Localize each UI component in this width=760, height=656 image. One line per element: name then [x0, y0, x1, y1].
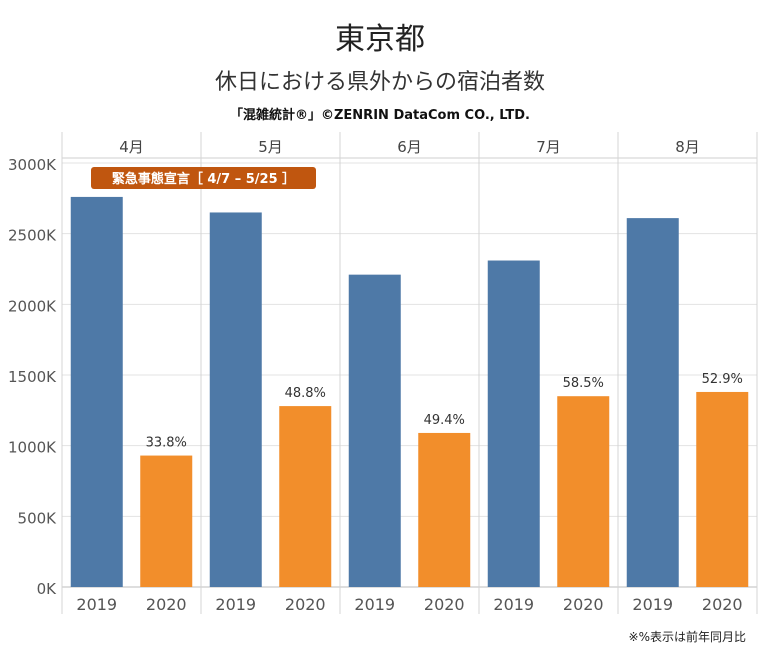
bar	[626, 218, 679, 587]
x-tick-label: 2020	[285, 595, 326, 614]
x-tick-label: 2020	[563, 595, 604, 614]
x-tick-label: 2019	[354, 595, 395, 614]
month-header: 4月	[119, 138, 144, 156]
bar	[557, 396, 610, 587]
y-tick-label: 1000K	[8, 439, 57, 457]
data-label: 33.8%	[146, 436, 187, 451]
y-tick-label: 2000K	[8, 297, 57, 315]
data-label: 52.9%	[702, 372, 743, 387]
x-tick-label: 2020	[146, 595, 187, 614]
x-tick-label: 2020	[424, 595, 465, 614]
data-label: 58.5%	[563, 376, 604, 391]
data-label: 49.4%	[424, 413, 465, 428]
x-tick-label: 2019	[215, 595, 256, 614]
x-tick-label: 2019	[632, 595, 673, 614]
bar	[209, 212, 262, 587]
bar	[696, 391, 749, 587]
bar	[279, 406, 332, 587]
y-tick-label: 1500K	[8, 368, 57, 386]
month-header: 6月	[397, 138, 422, 156]
x-tick-label: 2019	[76, 595, 117, 614]
y-tick-label: 3000K	[8, 156, 57, 174]
bar	[140, 455, 193, 587]
month-header: 5月	[258, 138, 283, 156]
x-tick-label: 2020	[702, 595, 743, 614]
y-tick-label: 0K	[37, 580, 58, 598]
bar	[487, 260, 540, 587]
chart-title: 東京都	[335, 22, 425, 57]
y-tick-label: 2500K	[8, 227, 57, 245]
bar	[348, 274, 401, 587]
bar	[70, 196, 123, 588]
month-header: 7月	[536, 138, 561, 156]
emergency-period-badge	[91, 167, 316, 189]
footnote: ※%表示は前年同月比	[628, 630, 746, 644]
chart-subtitle: 休日における県外からの宿泊者数	[214, 70, 545, 95]
bar	[418, 432, 471, 587]
x-tick-label: 2019	[493, 595, 534, 614]
y-tick-label: 500K	[18, 509, 58, 527]
month-header: 8月	[675, 138, 700, 156]
data-label: 48.8%	[285, 386, 326, 401]
source-credit: 「混雑統計®」©ZENRIN DataCom CO., LTD.	[230, 108, 530, 123]
emergency-period-label: 緊急事態宣言［ 4/7 – 5/25 ］	[112, 171, 295, 187]
